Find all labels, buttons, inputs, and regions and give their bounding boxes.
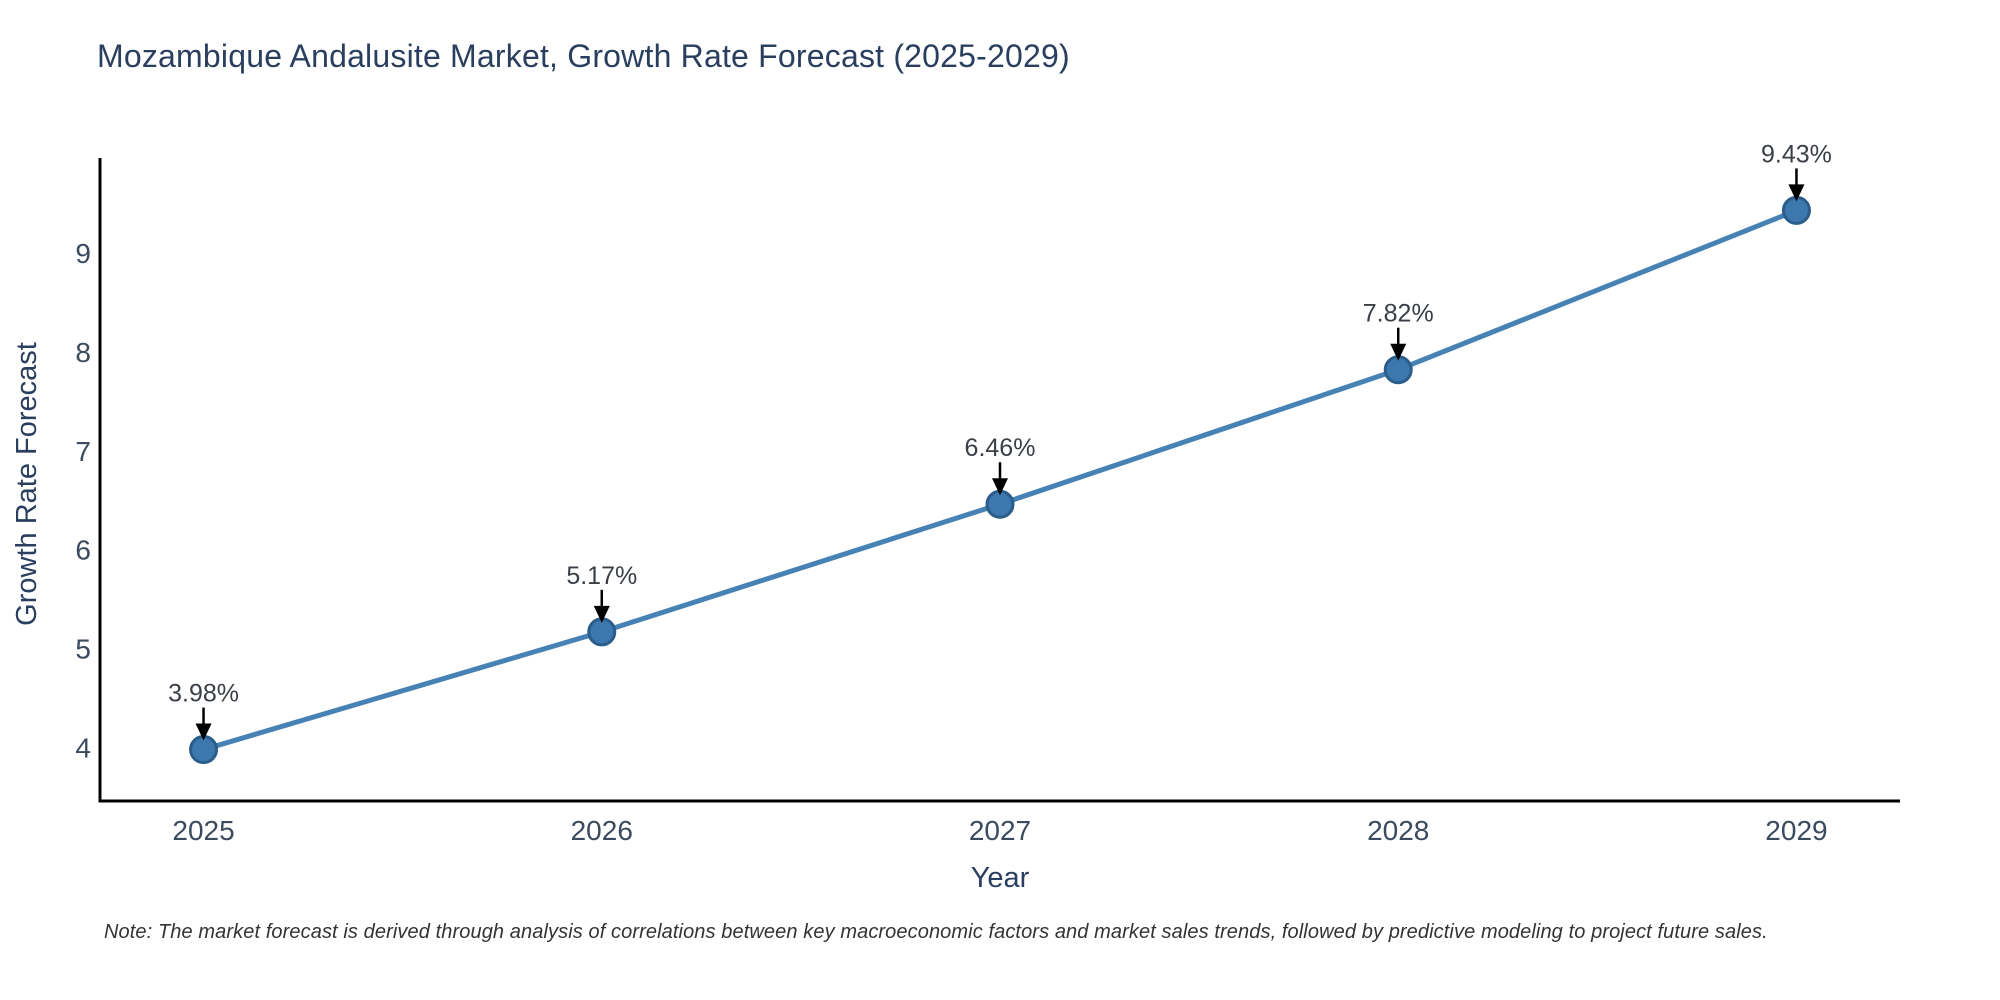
y-tick-label: 5: [75, 634, 91, 665]
x-tick-label: 2026: [571, 815, 633, 846]
y-tick-label: 4: [75, 733, 91, 764]
annotation-arrowhead-icon: [1390, 343, 1407, 361]
annotation-arrowhead-icon: [593, 605, 610, 623]
x-tick-label: 2029: [1765, 815, 1827, 846]
annotation-arrowhead-icon: [195, 723, 212, 741]
point-value-label: 9.43%: [1761, 140, 1832, 168]
x-tick-label: 2025: [172, 815, 234, 846]
y-tick-label: 7: [75, 436, 91, 467]
y-axis-title: Growth Rate Forecast: [11, 342, 43, 626]
y-tick-label: 8: [75, 337, 91, 368]
annotation-arrowhead-icon: [992, 478, 1008, 496]
x-axis-title: Year: [970, 862, 1030, 894]
x-tick-label: 2027: [969, 815, 1031, 846]
x-tick-label: 2028: [1367, 815, 1429, 846]
y-tick-label: 6: [75, 535, 91, 566]
point-value-label: 3.98%: [168, 680, 239, 708]
annotation-arrowhead-icon: [1788, 184, 1805, 202]
y-tick-label: 9: [75, 238, 91, 269]
point-value-label: 5.17%: [566, 562, 637, 590]
point-value-label: 6.46%: [965, 434, 1036, 462]
footnote: Note: The market forecast is derived thr…: [104, 921, 1768, 943]
point-value-label: 7.82%: [1363, 300, 1434, 328]
chart-title: Mozambique Andalusite Market, Growth Rat…: [97, 38, 1070, 74]
